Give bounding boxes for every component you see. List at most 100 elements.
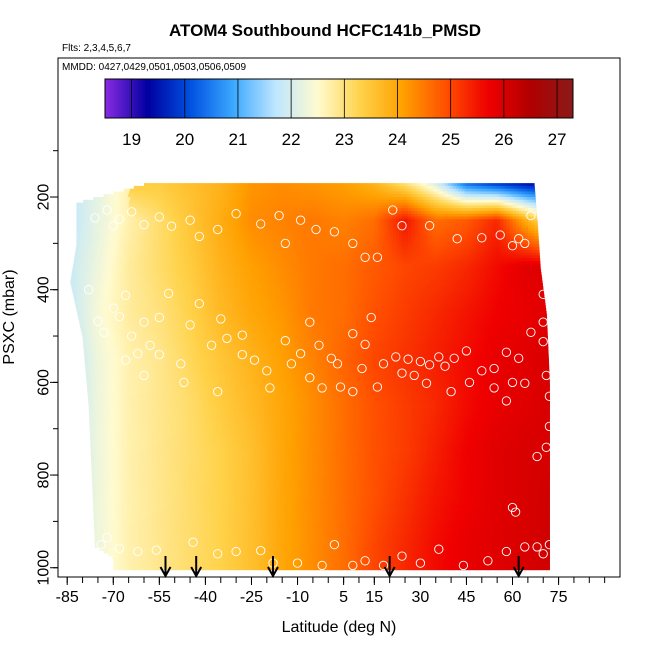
- heatmap-cell: [487, 224, 492, 229]
- heatmap-cell: [407, 249, 411, 254]
- heatmap-cell: [340, 213, 345, 218]
- heatmap-cell: [85, 238, 90, 243]
- heatmap-cell: [174, 216, 179, 220]
- heatmap-cell: [297, 224, 302, 229]
- heatmap-cell: [128, 224, 133, 229]
- heatmap-cell: [415, 252, 420, 257]
- heatmap-cell: [76, 213, 81, 218]
- heatmap-cell: [106, 266, 111, 270]
- heatmap-cell: [417, 213, 421, 218]
- heatmap-cell: [440, 249, 445, 254]
- heatmap-cell: [269, 183, 274, 187]
- heatmap-cell: [131, 205, 136, 209]
- heatmap-cell: [524, 210, 529, 215]
- heatmap-cell: [507, 255, 512, 259]
- heatmap-cell: [485, 191, 489, 195]
- heatmap-cell: [372, 188, 377, 193]
- heatmap-cell: [371, 222, 375, 226]
- heatmap-cell: [454, 238, 458, 243]
- heatmap-cell: [275, 194, 280, 198]
- heatmap-cell: [355, 263, 360, 268]
- heatmap-cell: [377, 219, 382, 223]
- heatmap-cell: [491, 191, 495, 195]
- heatmap-cell: [102, 255, 106, 259]
- heatmap-cell: [463, 213, 468, 218]
- heatmap-cell: [125, 241, 130, 245]
- heatmap-cell: [416, 194, 421, 198]
- heatmap-cell: [351, 249, 356, 254]
- heatmap-cell: [193, 258, 198, 262]
- heatmap-cell: [343, 202, 348, 206]
- heatmap-cell: [380, 230, 385, 234]
- heatmap-cell: [171, 202, 176, 206]
- heatmap-cell: [365, 202, 369, 206]
- heatmap-cell: [239, 208, 243, 212]
- heatmap-cell: [119, 233, 124, 237]
- heatmap-cell: [190, 227, 194, 231]
- heatmap-cell: [163, 197, 168, 201]
- heatmap-cell: [515, 213, 520, 218]
- heatmap-cell: [352, 247, 356, 251]
- heatmap-cell: [264, 255, 269, 259]
- heatmap-cell: [497, 260, 501, 265]
- heatmap-cell: [322, 235, 326, 240]
- heatmap-cell: [374, 213, 378, 218]
- heatmap-cell: [174, 194, 178, 198]
- heatmap-cell: [325, 235, 329, 240]
- heatmap-cell: [423, 238, 428, 243]
- heatmap-cell: [291, 227, 296, 231]
- heatmap-cell: [491, 205, 495, 209]
- heatmap-cell: [383, 202, 388, 206]
- heatmap-cell: [340, 210, 345, 215]
- heatmap-cell: [306, 213, 311, 218]
- heatmap-cell: [285, 199, 290, 204]
- heatmap-cell: [457, 210, 461, 215]
- heatmap-cell: [94, 238, 99, 243]
- heatmap-cell: [460, 238, 464, 243]
- heatmap-cell: [315, 208, 320, 212]
- heatmap-cell: [327, 185, 331, 190]
- heatmap-cell: [349, 227, 354, 231]
- heatmap-cell: [441, 219, 446, 223]
- heatmap-cell: [319, 183, 323, 187]
- heatmap-cell: [432, 216, 437, 220]
- heatmap-cell: [457, 213, 461, 218]
- heatmap-cell: [113, 260, 118, 265]
- heatmap-cell: [196, 227, 200, 231]
- heatmap-cell: [329, 197, 334, 201]
- heatmap-cell: [229, 194, 234, 198]
- heatmap-cell: [130, 266, 135, 270]
- heatmap-cell: [312, 210, 317, 215]
- heatmap-cell: [450, 263, 455, 268]
- heatmap-cell: [317, 255, 321, 259]
- heatmap-cell: [421, 258, 425, 262]
- heatmap-cell: [524, 230, 529, 234]
- heatmap-cell: [389, 183, 394, 187]
- heatmap-cell: [297, 230, 302, 234]
- heatmap-cell: [437, 252, 441, 257]
- heatmap-cell: [534, 208, 537, 212]
- heatmap-cell: [457, 199, 462, 204]
- heatmap-cell: [150, 210, 154, 215]
- heatmap-cell: [528, 199, 533, 204]
- heatmap-cell: [233, 235, 237, 240]
- heatmap-cell: [312, 233, 317, 237]
- heatmap-cell: [301, 188, 306, 193]
- heatmap-cell: [427, 188, 432, 193]
- heatmap-cell: [254, 244, 259, 248]
- heatmap-cell: [346, 216, 351, 220]
- heatmap-cell: [119, 235, 124, 240]
- heatmap-cell: [171, 233, 176, 237]
- heatmap-cell: [250, 185, 255, 190]
- heatmap-cell: [370, 263, 375, 268]
- heatmap-cell: [203, 252, 208, 257]
- heatmap-cell: [101, 258, 106, 262]
- heatmap-cell: [421, 188, 426, 193]
- heatmap-cell: [131, 219, 136, 223]
- heatmap-cell: [79, 224, 84, 229]
- heatmap-cell: [478, 244, 483, 248]
- heatmap-cell: [466, 241, 471, 245]
- heatmap-cell: [534, 199, 536, 204]
- heatmap-cell: [236, 202, 240, 206]
- heatmap-cell: [248, 230, 253, 234]
